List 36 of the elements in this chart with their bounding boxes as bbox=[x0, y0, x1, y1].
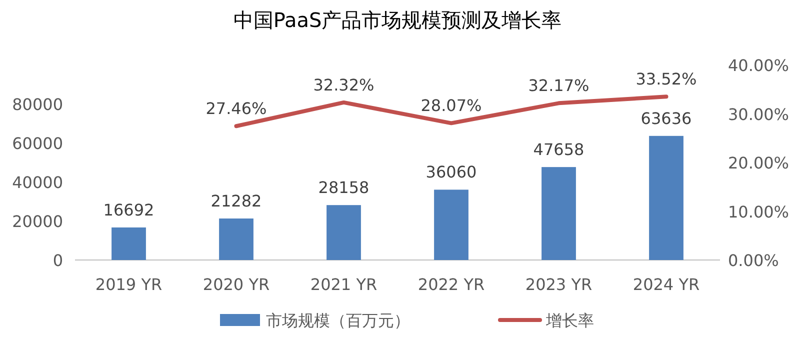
data-label: 63636 bbox=[640, 108, 692, 128]
x-tick-label: 2022 YR bbox=[418, 275, 485, 294]
y-tick-label: 80000 bbox=[12, 95, 63, 114]
x-tick-label: 2019 YR bbox=[95, 275, 162, 294]
x-tick-label: 2021 YR bbox=[310, 275, 378, 294]
bar bbox=[542, 167, 576, 260]
bar bbox=[112, 227, 146, 260]
bar bbox=[326, 205, 361, 260]
data-label: 36060 bbox=[426, 162, 477, 182]
chart-title: 中国PaaS产品市场规模预测及增长率 bbox=[233, 8, 562, 32]
data-label: 47658 bbox=[533, 140, 584, 160]
y-tick-label: 20000 bbox=[12, 212, 63, 231]
data-label: 28158 bbox=[318, 178, 370, 198]
data-label: 16692 bbox=[103, 200, 154, 220]
data-label: 28.07% bbox=[420, 96, 482, 116]
y-tick-label: 40000 bbox=[12, 173, 63, 192]
bar bbox=[219, 218, 254, 260]
legend-label: 市场规模（百万元） bbox=[266, 311, 410, 330]
y2-tick-label: 10.00% bbox=[728, 202, 790, 222]
data-label: 27.46% bbox=[206, 99, 267, 118]
x-tick-label: 2024 YR bbox=[632, 275, 700, 294]
y2-tick-label: 0.00% bbox=[728, 251, 779, 270]
y2-tick-label: 20.00% bbox=[728, 154, 790, 172]
x-tick-label: 2020 YR bbox=[202, 275, 270, 294]
data-label: 21282 bbox=[210, 192, 262, 210]
y2-tick-label: 40.00% bbox=[728, 56, 790, 75]
y-tick-label: 0 bbox=[52, 251, 63, 270]
data-label: 32.17% bbox=[528, 76, 590, 96]
x-tick-label: 2023 YR bbox=[525, 275, 592, 294]
bar bbox=[649, 136, 684, 260]
data-label: 33.52% bbox=[636, 70, 697, 89]
y-tick-label: 60000 bbox=[12, 134, 63, 153]
legend-label: 增长率 bbox=[545, 311, 594, 330]
data-label: 32.32% bbox=[313, 75, 374, 94]
y2-tick-label: 30.00% bbox=[728, 104, 790, 124]
bar bbox=[434, 190, 468, 260]
